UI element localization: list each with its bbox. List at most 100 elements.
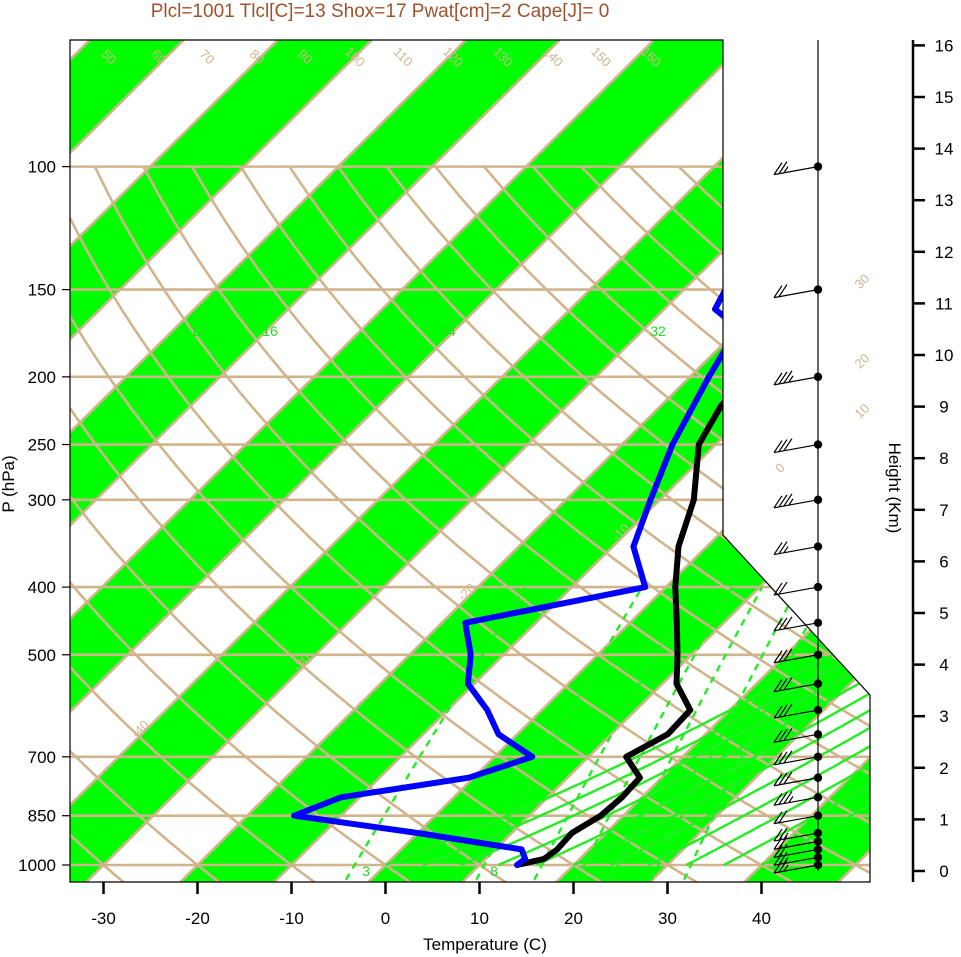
wind-barb — [773, 728, 823, 743]
height-tick-label: 6 — [939, 552, 948, 571]
moist-adiabat-label: 24 — [440, 323, 456, 339]
mixing-ratio-label: 3 — [362, 863, 370, 879]
wind-level-dot — [813, 837, 823, 846]
wind-level-dot — [813, 860, 823, 870]
temperature-tick-label: -20 — [185, 909, 210, 928]
wind-barb-flag — [773, 542, 783, 555]
moist-adiabat — [760, 443, 870, 867]
wind-barb-shaft — [773, 840, 819, 850]
wind-barb-shaft — [773, 777, 819, 787]
dry-adiabat — [288, 165, 870, 882]
isotherm — [70, 40, 561, 882]
isotherm — [70, 40, 373, 882]
wind-barb-flag — [783, 790, 793, 804]
wind-level-dot — [813, 705, 823, 715]
wind-barb-flag — [773, 162, 783, 175]
temperature-tick-label: 20 — [564, 909, 583, 928]
mixing-ratio-line — [609, 586, 764, 881]
height-tick-label: 10 — [935, 346, 954, 365]
temperature-profile — [514, 163, 870, 868]
wind-barb-half — [783, 864, 789, 872]
wind-barb-flag — [773, 705, 783, 719]
moist-adiabat-label: 12 — [190, 323, 206, 339]
wind-barb-shaft — [773, 683, 819, 693]
pressure-tick-label: 700 — [28, 748, 56, 767]
wind-level-dot — [813, 618, 823, 628]
mixing-ratio-line — [575, 586, 733, 881]
temperature-tick-label: -30 — [91, 909, 116, 928]
adiabat-label: 70 — [197, 46, 218, 67]
wind-level-dot — [813, 853, 823, 862]
wind-barb — [773, 790, 823, 806]
temperature-tick-label: 0 — [381, 909, 390, 928]
wind-barb-flag — [773, 440, 783, 453]
isotherm-tick-label: 10 — [852, 401, 873, 422]
adiabat-label: 110 — [391, 44, 416, 69]
wind-barb — [773, 648, 823, 664]
pressure-tick-label: 400 — [28, 578, 56, 597]
plot-frame — [69, 39, 871, 883]
temperature-tick-label: 10 — [470, 909, 489, 928]
wind-barb — [773, 438, 823, 454]
height-tick-label: 15 — [935, 88, 954, 107]
wind-barb — [773, 810, 823, 825]
mixing-ratio-line — [475, 586, 644, 881]
y-axis-label: P (hPa) — [0, 455, 18, 512]
dry-adiabat — [726, 165, 870, 882]
wind-barb-flag — [778, 772, 788, 786]
wind-barb-flag — [783, 771, 793, 785]
wind-level-dot — [813, 828, 823, 838]
wind-barb-flag — [773, 792, 783, 806]
wind-barb-flag — [778, 704, 788, 718]
wind-barb-column — [773, 40, 823, 874]
isotherm — [70, 40, 279, 882]
wind-barb-shaft — [773, 796, 819, 806]
isotherm-tick-label: 20 — [852, 350, 873, 371]
wind-barb-half — [788, 795, 794, 803]
wind-barb-flag — [773, 811, 783, 825]
wind-barb-shaft — [773, 848, 819, 859]
wind-barb-flag — [778, 791, 788, 805]
wind-barb-flag — [778, 851, 788, 865]
height-tick-label: 8 — [939, 449, 948, 468]
wind-barb-shaft — [773, 166, 819, 176]
isotherm-band — [70, 40, 372, 882]
dry-adiabat — [239, 165, 870, 882]
wind-barb-flag — [778, 439, 788, 452]
wind-barb-flag — [783, 703, 793, 717]
wind-level-dot — [813, 730, 823, 739]
wind-barb-flag — [783, 750, 793, 764]
height-axis-label: Height (Km) — [885, 443, 904, 534]
height-tick-label: 16 — [935, 36, 954, 55]
dry-adiabat — [70, 166, 316, 882]
wind-barb-flag — [778, 678, 788, 692]
wind-barb-flag — [783, 438, 793, 451]
wind-level-dot — [813, 773, 823, 782]
moist-adiabat — [685, 443, 870, 867]
wind-barb-shaft — [773, 864, 819, 874]
height-tick-label: 3 — [939, 707, 948, 726]
wind-barb-flag — [773, 730, 783, 743]
wind-barb — [773, 284, 823, 299]
wind-barb-flag — [783, 648, 793, 662]
wind-barb — [773, 844, 823, 859]
isotherm-band — [70, 40, 748, 882]
wind-barb-shaft — [773, 815, 819, 825]
isotherm-tick-label: 0 — [772, 460, 788, 476]
pressure-tick-label: 100 — [28, 158, 56, 177]
moist-adiabat — [422, 443, 870, 867]
wind-barb-shaft — [773, 654, 819, 664]
wind-barb-shaft — [773, 832, 819, 842]
pressure-tick-label: 250 — [28, 436, 56, 455]
wind-barb-flag — [773, 650, 783, 664]
wind-barb-half — [788, 375, 794, 383]
pressure-tick-label: 1000 — [18, 856, 56, 875]
wind-barb-flag — [778, 729, 788, 742]
wind-barb-flag — [773, 828, 783, 842]
wind-barb-flag — [773, 679, 783, 693]
wind-barb-shaft — [773, 622, 819, 632]
isotherm — [70, 40, 843, 882]
wind-barb-flag — [778, 827, 788, 841]
wind-barb-shaft — [773, 499, 819, 509]
wind-barb-shaft — [773, 709, 819, 719]
